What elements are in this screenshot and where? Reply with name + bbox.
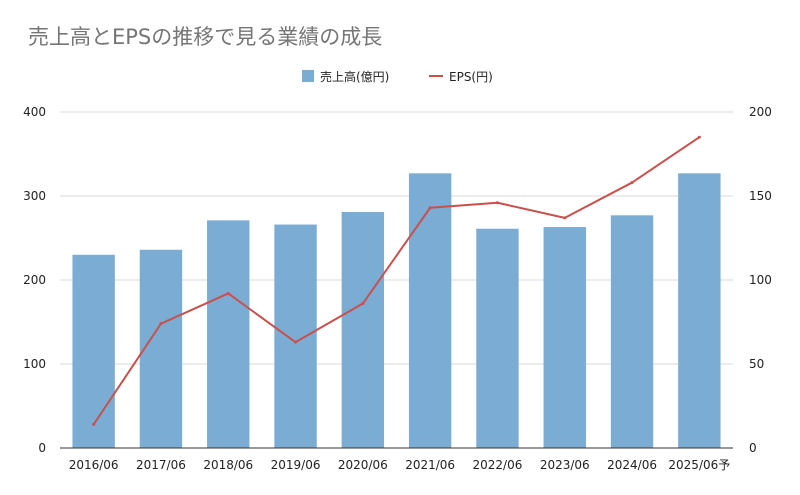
x-tick-label: 2017/06 [136,458,186,472]
bar [678,173,721,448]
y-right-tick-label: 100 [749,273,772,287]
legend-label-sales: 売上高(億円) [320,69,389,84]
y-left-tick-label: 400 [23,105,46,119]
x-tick-label: 2022/06 [473,458,523,472]
x-tick-label: 2025/06予 [668,458,730,472]
x-tick-label: 2020/06 [338,458,388,472]
y-right-tick-label: 200 [749,105,772,119]
y-left-tick-label: 0 [38,441,46,455]
legend-swatch-sales [302,70,314,82]
bar [139,249,183,448]
y-right-tick-label: 150 [749,189,772,203]
y-right-tick-label: 0 [749,441,757,455]
y-left-tick-label: 200 [23,273,46,287]
bar-series [72,173,721,448]
bar [543,227,586,448]
x-tick-label: 2018/06 [203,458,253,472]
x-tick-label: 2023/06 [540,458,590,472]
bar [408,173,452,448]
eps-point [92,422,96,426]
bar [476,228,519,448]
bar [274,224,317,448]
bar [207,220,250,448]
chart-title: 売上高とEPSの推移で見る業績の成長 [28,25,382,49]
eps-point [159,322,163,326]
bar [610,215,654,448]
y-right-tick-label: 50 [749,357,764,371]
eps-point [361,302,365,306]
eps-point [697,135,701,139]
y-axis-left: 0 100 200 300 400 [23,105,46,455]
legend-label-eps: EPS(円) [449,70,493,84]
x-axis-labels: 2016/06 2017/06 2018/06 2019/06 2020/06 2021/… [69,458,731,472]
x-tick-label: 2024/06 [607,458,657,472]
x-tick-label: 2021/06 [405,458,455,472]
bar [341,211,385,448]
bar [72,254,115,448]
line-series [92,135,701,426]
eps-point [428,206,432,210]
y-left-tick-label: 100 [23,357,46,371]
eps-point [294,340,298,344]
y-axis-right: 0 50 100 150 200 [749,105,772,455]
eps-point [226,291,230,295]
y-left-tick-label: 300 [23,189,46,203]
eps-line [92,136,700,426]
eps-point [495,201,499,205]
legend: 売上高(億円) EPS(円) [302,69,493,84]
eps-point [630,181,634,185]
x-tick-label: 2016/06 [69,458,119,472]
x-tick-label: 2019/06 [271,458,321,472]
eps-point [563,216,567,220]
